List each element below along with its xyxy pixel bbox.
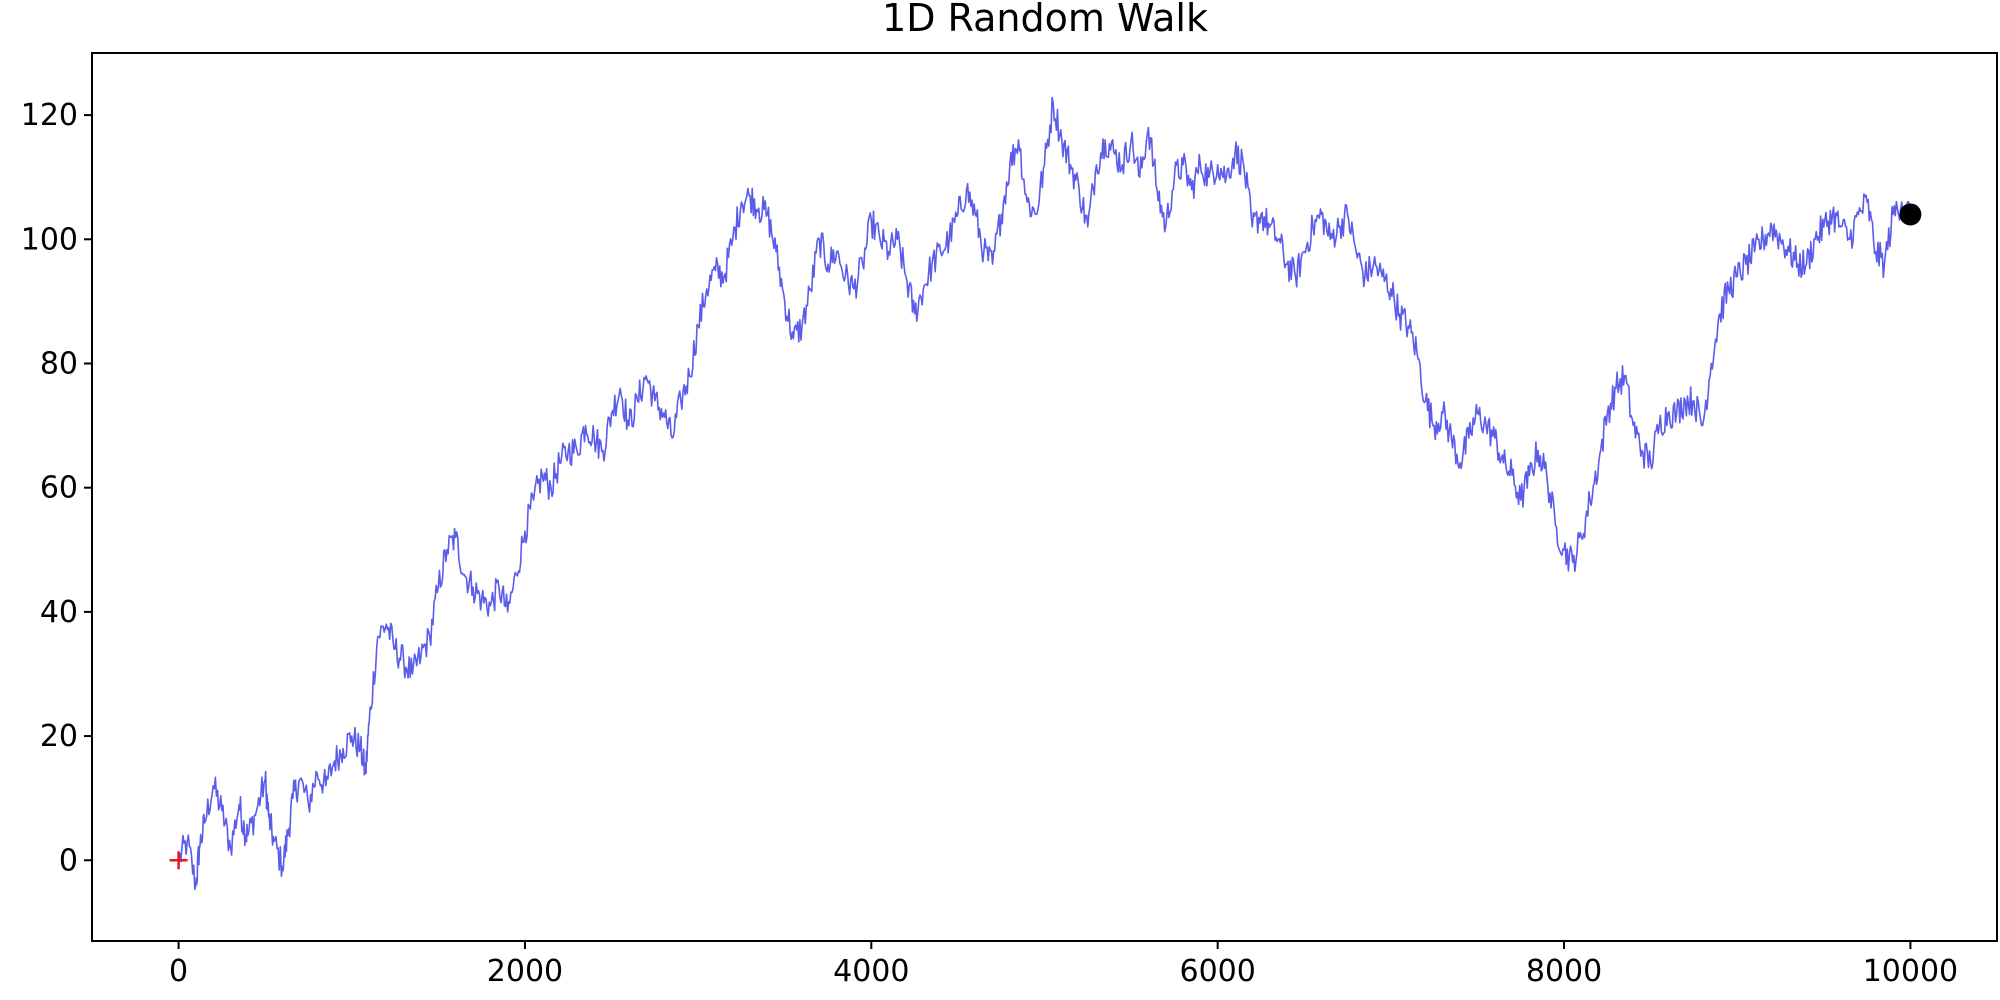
y-tick-label: 40 bbox=[40, 595, 78, 630]
y-tick-label: 120 bbox=[21, 98, 78, 133]
start-marker bbox=[169, 851, 188, 870]
chart-title: 1D Random Walk bbox=[882, 0, 1208, 40]
x-axis: 0 2000 4000 6000 8000 10000 bbox=[169, 941, 1958, 989]
y-axis: 0 20 40 60 80 100 120 bbox=[21, 98, 92, 878]
plot-area bbox=[169, 96, 1922, 891]
y-tick-label: 0 bbox=[59, 843, 78, 878]
y-tick-label: 80 bbox=[40, 346, 78, 381]
x-tick-label: 2000 bbox=[487, 954, 563, 989]
x-tick-label: 8000 bbox=[1526, 954, 1602, 989]
y-tick-label: 100 bbox=[21, 222, 78, 257]
y-tick-label: 60 bbox=[40, 471, 78, 506]
axes-frame bbox=[91, 52, 1998, 942]
series-line bbox=[177, 96, 1912, 891]
x-tick-label: 0 bbox=[169, 954, 188, 989]
y-tick-label: 20 bbox=[40, 719, 78, 754]
end-marker bbox=[1899, 203, 1922, 226]
x-tick-label: 6000 bbox=[1180, 954, 1256, 989]
x-tick-label: 4000 bbox=[833, 954, 909, 989]
x-tick-label: 10000 bbox=[1863, 954, 1958, 989]
